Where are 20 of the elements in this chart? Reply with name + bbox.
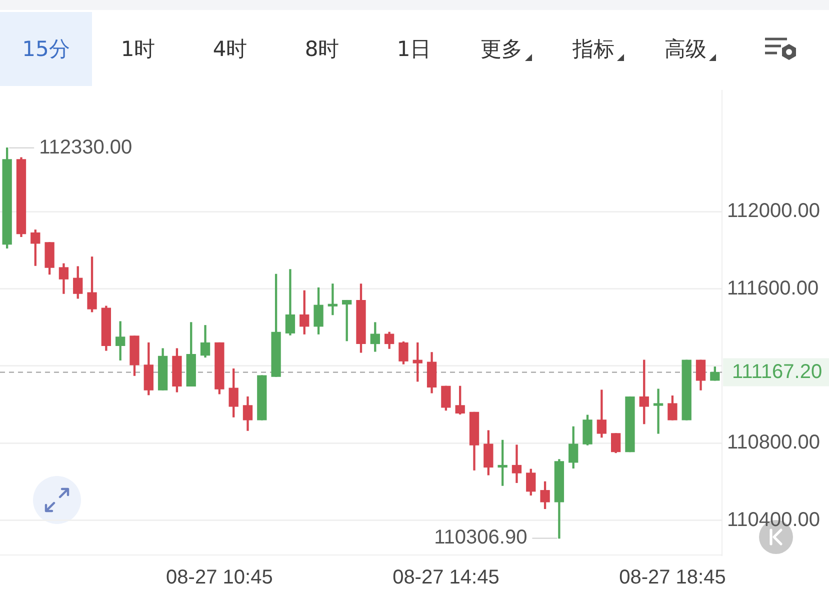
- text: 更多: [480, 36, 522, 63]
- ref-line-label: 111167.20: [732, 360, 822, 383]
- candlestick: [328, 284, 338, 316]
- x-tick-label: 08-27 18:45: [619, 566, 726, 589]
- y-tick-label: 110400.00: [727, 508, 820, 531]
- text: 1时: [120, 36, 156, 63]
- y-tick-label: 112000.00: [727, 200, 820, 222]
- x-tick-label: 08-27 14:45: [392, 566, 500, 589]
- text: 高级: [664, 36, 706, 63]
- y-tick-label: 110800.00: [727, 432, 820, 454]
- x-tick-label: 08-27 10:45: [166, 566, 273, 589]
- annotation: 110306.90: [434, 526, 528, 549]
- text: 4时: [212, 36, 248, 63]
- candlestick: [512, 444, 522, 483]
- text: 8时: [304, 36, 340, 63]
- y-tick-label: 111600.00: [727, 277, 819, 300]
- text: 1日: [396, 36, 432, 63]
- candlestick: [653, 388, 664, 434]
- annotation: 112330.00: [39, 136, 132, 158]
- text: 指标: [572, 36, 614, 63]
